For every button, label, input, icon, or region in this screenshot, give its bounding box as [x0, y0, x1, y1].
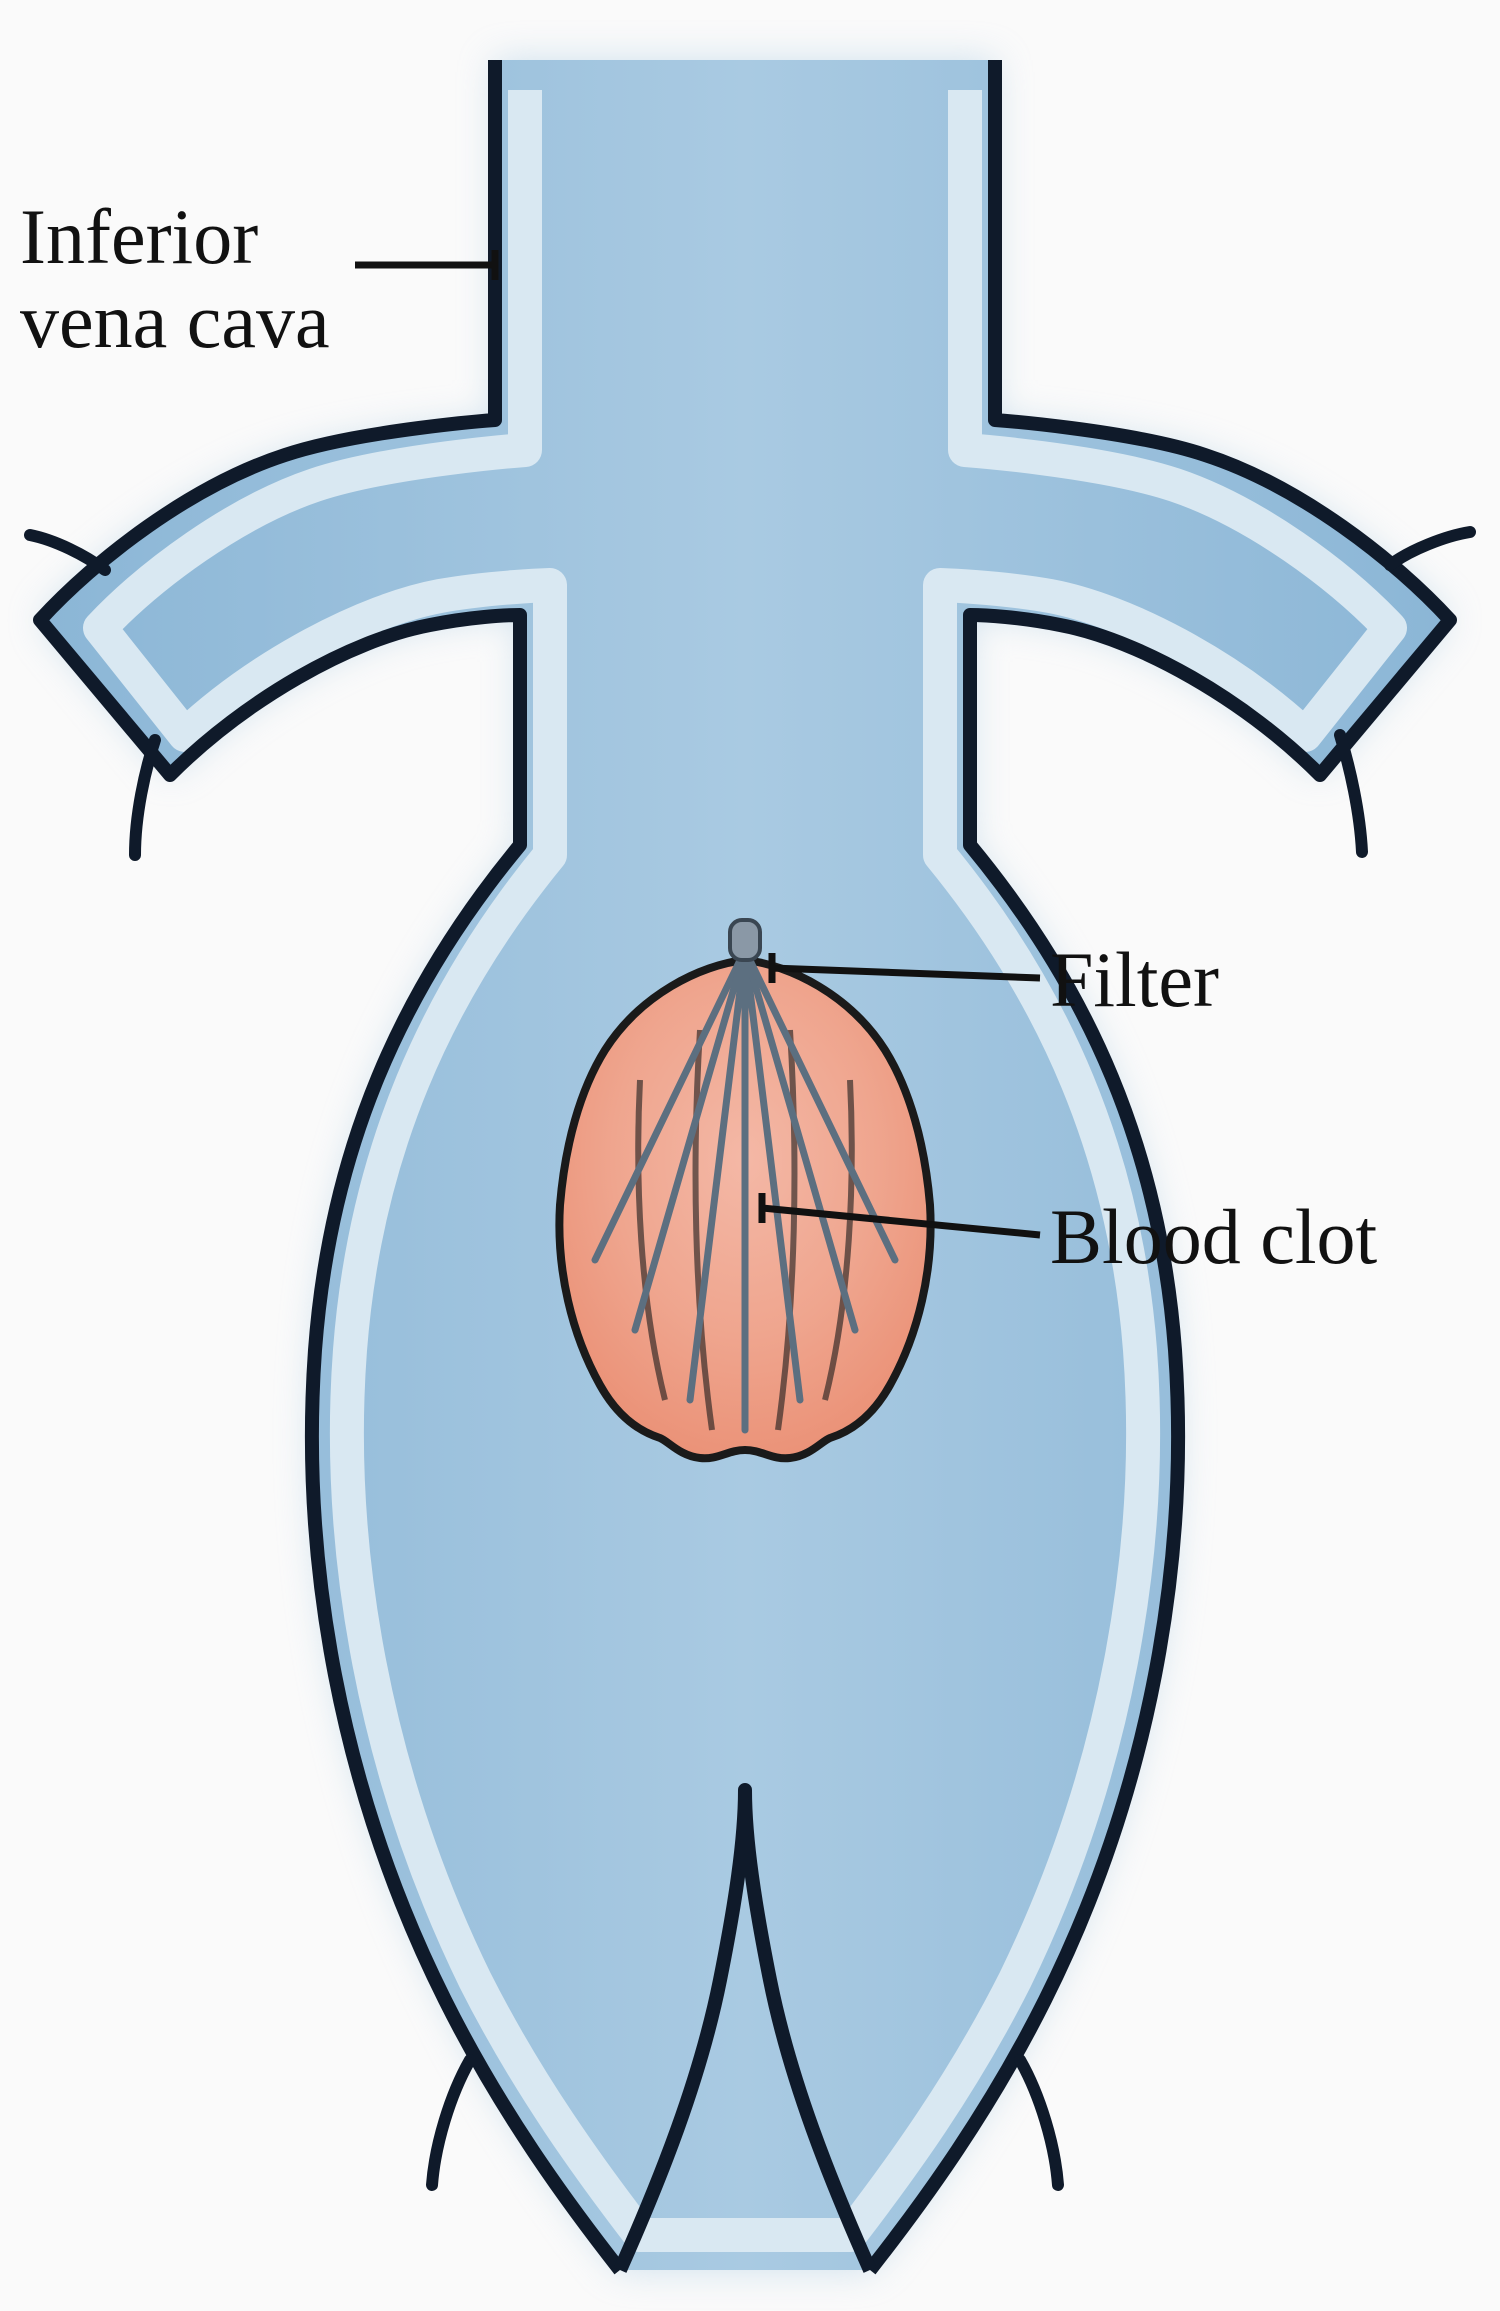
label-filter: Filter [1050, 938, 1219, 1022]
label-inferior-vena-cava: Inferior vena cava [20, 195, 330, 363]
filter-tip [730, 920, 760, 960]
diagram-canvas: Inferior vena cava Filter Blood clot [0, 0, 1500, 2311]
label-blood-clot: Blood clot [1050, 1195, 1377, 1279]
